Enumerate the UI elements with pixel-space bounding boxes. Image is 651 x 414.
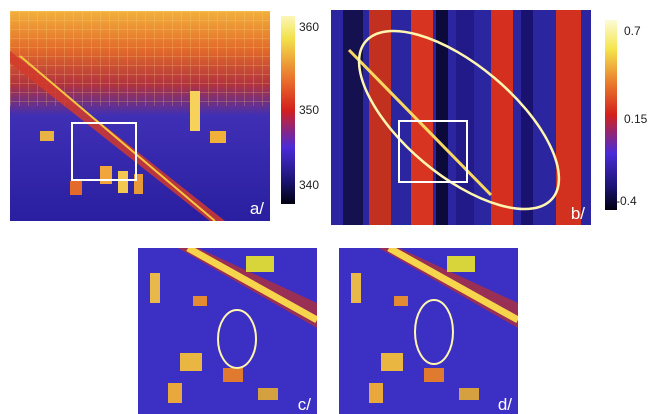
zoom-box-b <box>398 120 468 183</box>
colorbar-a <box>281 16 295 204</box>
panel-label-a: a/ <box>249 199 264 218</box>
image-panel-c: c/ <box>138 248 317 414</box>
panel-label-c: c/ <box>297 395 311 414</box>
image-panel-b: b/ <box>331 10 591 225</box>
thermal-image-panel-a: a/ <box>10 11 270 221</box>
colorbar-a-tick-mid: 350 <box>299 103 320 117</box>
thermal-image-a <box>10 11 270 221</box>
highlight-ellipse-d <box>414 299 454 365</box>
zoom-box-a <box>71 122 137 181</box>
colorbar-a-tick-high: 360 <box>299 20 320 34</box>
highlight-ellipse-b <box>357 29 561 211</box>
colorbar-b-tick-low: -0.4 <box>616 194 637 208</box>
difference-image-b <box>331 10 591 225</box>
panel-label-b: b/ <box>570 204 585 223</box>
colorbar-a-tick-low: 340 <box>299 178 320 192</box>
colorbar-b-tick-mid: 0.15 <box>624 112 648 126</box>
highlight-ellipse-c <box>217 309 257 369</box>
colorbar-b-tick-high: 0.7 <box>624 24 641 38</box>
zoom-image-d <box>339 248 518 414</box>
colorbar-b <box>605 20 617 210</box>
image-panel-d: d/ <box>339 248 518 414</box>
panel-label-d: d/ <box>497 395 512 414</box>
zoom-image-c <box>138 248 317 414</box>
